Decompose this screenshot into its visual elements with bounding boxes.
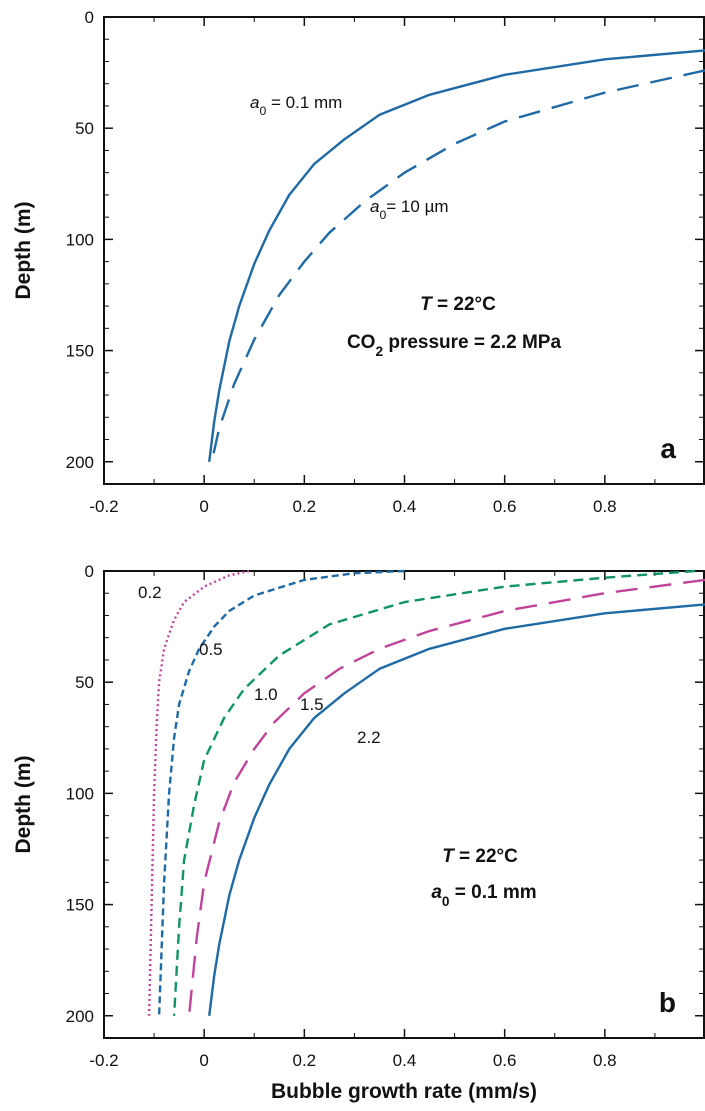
- series-line: [210, 69, 705, 463]
- x-tick-label: -0.2: [89, 497, 118, 516]
- series-label: 1.0: [254, 685, 278, 704]
- series-label: 1.5: [300, 695, 324, 714]
- y-tick-label: 200: [66, 453, 94, 472]
- y-tick-label: 50: [75, 119, 94, 138]
- annotation: T = 22°C: [420, 294, 496, 315]
- x-tick-label: 0.2: [293, 497, 317, 516]
- annotation: T = 22°C: [442, 846, 518, 867]
- x-tick-label: 0: [199, 497, 208, 516]
- x-tick-label: 0.2: [293, 1051, 317, 1070]
- y-tick-label: 100: [66, 230, 94, 249]
- x-tick-label: -0.2: [89, 1051, 118, 1070]
- y-tick-label: 150: [66, 896, 94, 915]
- y-axis-title: Depth (m): [12, 202, 35, 300]
- x-axis-title: Bubble growth rate (mm/s): [271, 1080, 537, 1103]
- series-line: [172, 569, 696, 1016]
- x-tick-label: 0.8: [593, 1051, 617, 1070]
- series-label: 0.2: [138, 583, 162, 602]
- x-tick-label: 0.6: [493, 1051, 517, 1070]
- y-tick-label: 200: [66, 1007, 94, 1026]
- x-tick-label: 0.4: [393, 1051, 417, 1070]
- series-line: [208, 49, 705, 462]
- series-line: [147, 569, 250, 1016]
- panel-letter: a: [660, 433, 676, 464]
- series-label: a0 = 0.1 mm: [250, 93, 342, 118]
- y-tick-label: 0: [85, 8, 94, 27]
- x-tick-label: 0: [199, 1051, 208, 1070]
- x-tick-label: 0.6: [493, 497, 517, 516]
- panel-a: 0 50 100 150 200 -0.2 0 0.2 0.4 0.6 0.8 Depth (m) a0…: [12, 8, 705, 516]
- series-label: 2.2: [357, 728, 381, 747]
- series-line: [208, 603, 705, 1016]
- panel-letter: b: [659, 987, 676, 1018]
- series-line: [157, 569, 405, 1016]
- y-axis-title: Depth (m): [12, 756, 35, 854]
- x-tick-label: 0.4: [393, 497, 417, 516]
- y-tick-label: 150: [66, 342, 94, 361]
- annotation: CO2 pressure = 2.2 MPa: [347, 332, 562, 359]
- x-tick-label: 0.8: [593, 497, 617, 516]
- plot-frame: [103, 16, 705, 485]
- y-tick-label: 100: [66, 784, 94, 803]
- panel-b: 0 50 100 150 200 -0.2 0 0.2 0.4 0.6 0.8 Depth (m) 0.…: [12, 562, 705, 1070]
- y-tick-label: 0: [85, 562, 94, 581]
- series-label: 0.5: [199, 640, 223, 659]
- series-line: [187, 578, 705, 1016]
- annotation: a0 = 0.1 mm: [431, 882, 536, 909]
- y-tick-label: 50: [75, 673, 94, 692]
- series-label: a0= 10 µm: [370, 197, 449, 222]
